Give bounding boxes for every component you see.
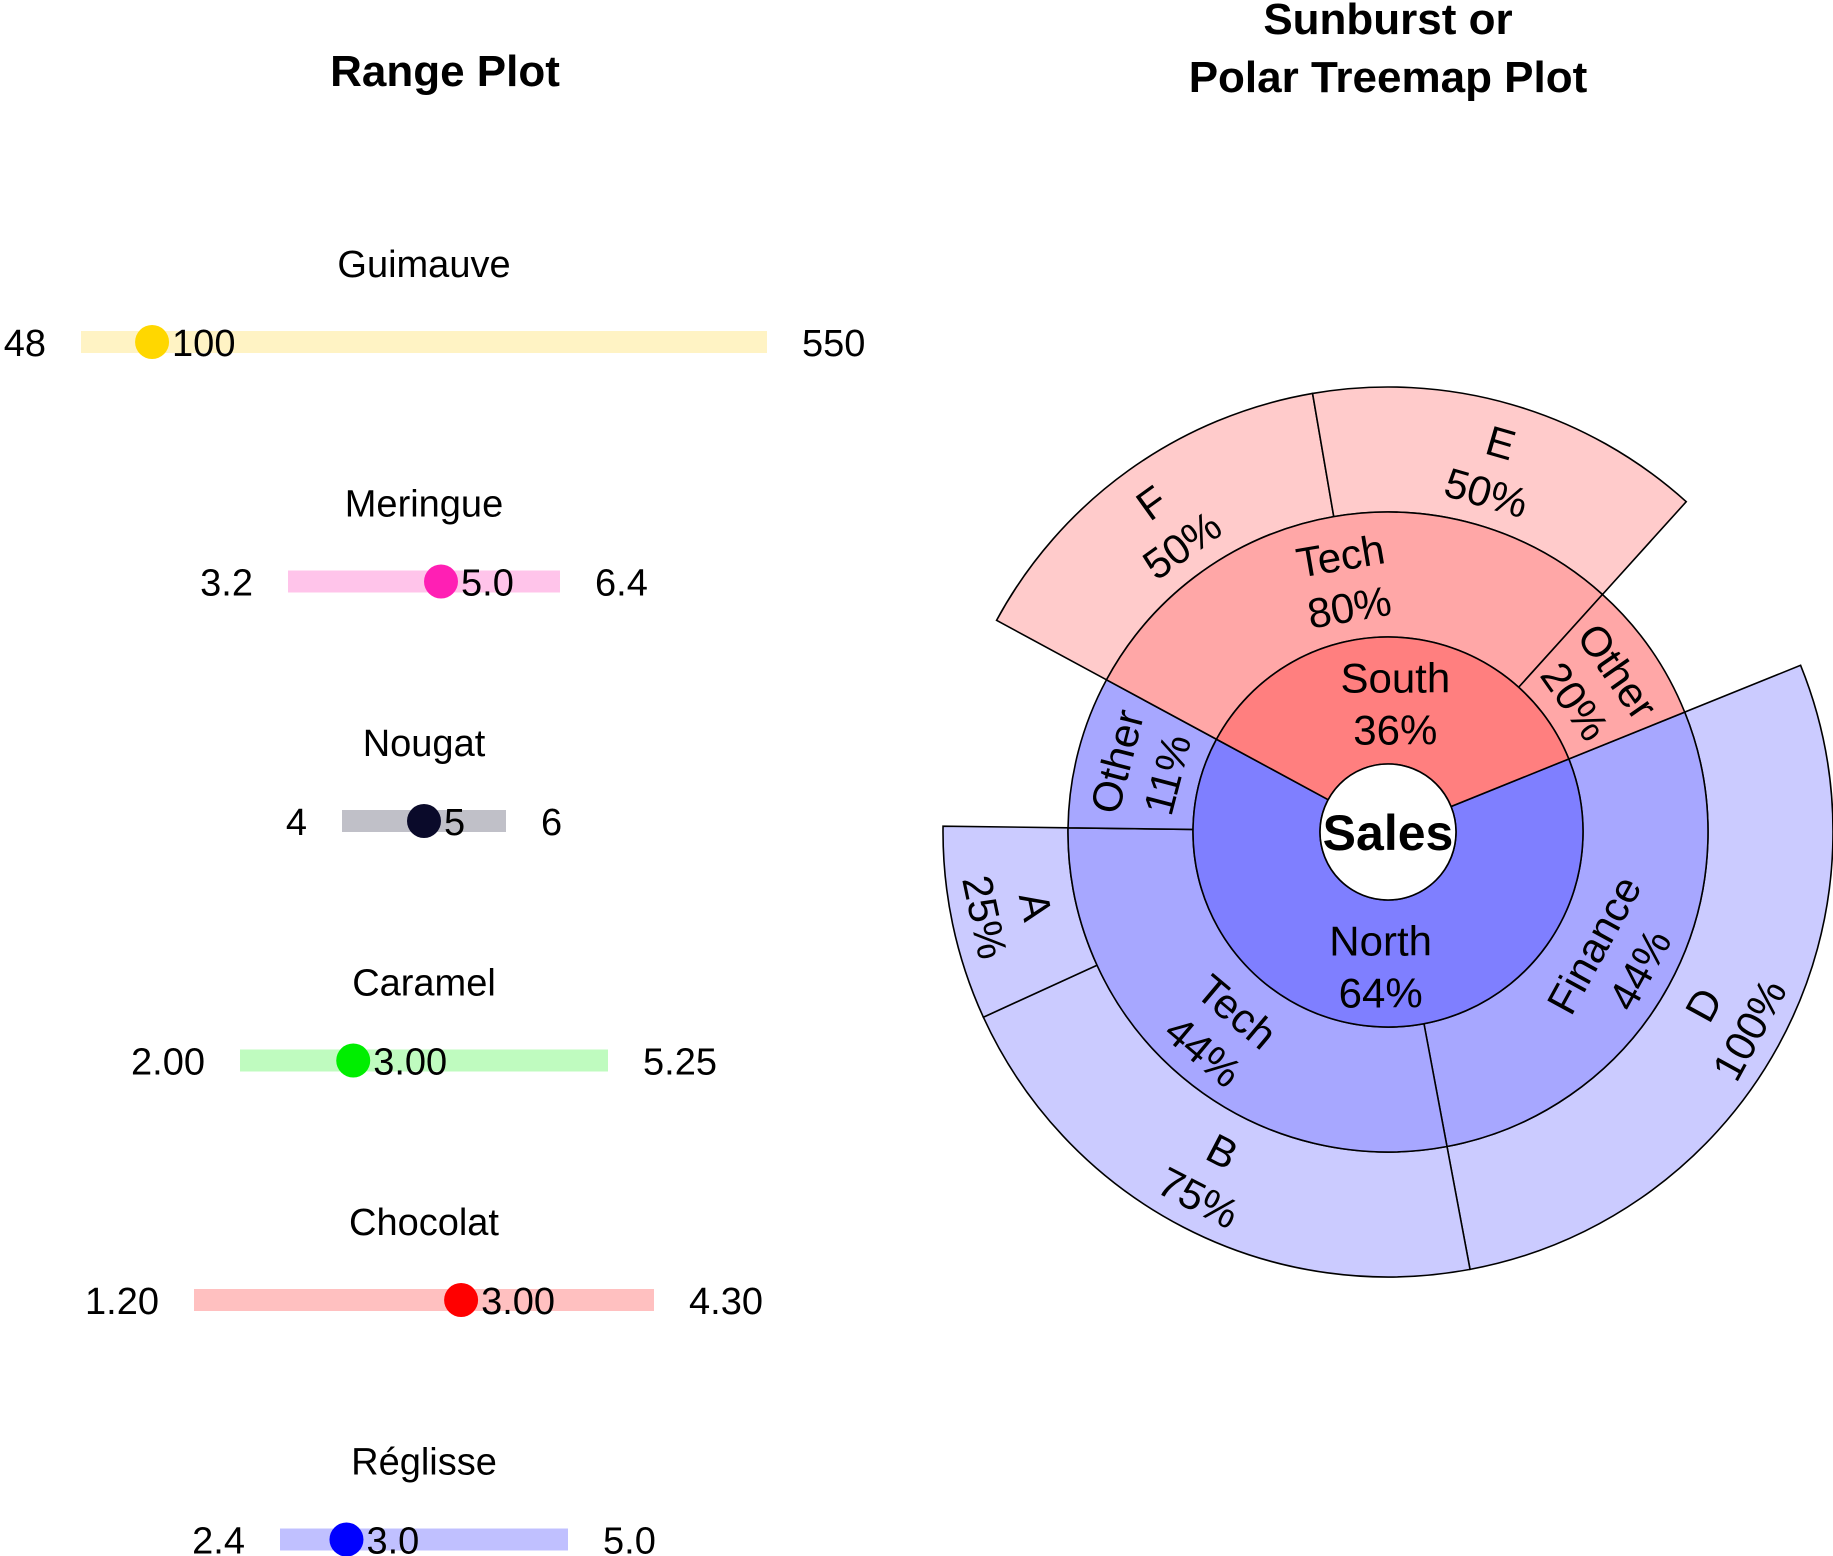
range-value-label: 100 — [172, 323, 235, 365]
range-max-label: 5.25 — [643, 1042, 717, 1084]
range-bar — [280, 1528, 568, 1551]
range-plot-title: Range Plot — [330, 47, 560, 96]
range-min-label: 2.00 — [131, 1042, 205, 1084]
inner-ring-pct: 64% — [1339, 969, 1423, 1016]
range-value-label: 5 — [444, 802, 465, 844]
range-max-label: 550 — [802, 323, 865, 365]
range-value-point — [424, 564, 458, 599]
sunburst-plot: Sunburst or Polar Treemap Plot D100%B75%… — [942, 0, 1833, 1278]
range-min-label: 48 — [4, 323, 46, 365]
range-value-label: 3.00 — [373, 1042, 447, 1084]
range-min-label: 2.4 — [192, 1521, 245, 1556]
range-bar — [240, 1049, 608, 1072]
inner-ring-label: North — [1329, 917, 1432, 964]
range-value-label: 3.00 — [481, 1281, 555, 1323]
sunburst-title-line-2: Polar Treemap Plot — [1189, 53, 1588, 102]
sunburst-center — [1319, 763, 1457, 901]
range-value-point — [444, 1283, 479, 1317]
range-min-label: 3.2 — [200, 563, 253, 605]
range-min-label: 4 — [286, 802, 307, 844]
range-value-point — [135, 325, 170, 359]
range-max-label: 6.4 — [595, 563, 648, 605]
range-bar — [81, 331, 767, 353]
inner-ring-pct: 36% — [1353, 707, 1437, 754]
range-value-point — [407, 804, 441, 838]
range-max-label: 5.0 — [603, 1521, 656, 1556]
inner-ring-label: South — [1340, 655, 1450, 702]
range-item-name: Caramel — [352, 963, 496, 1005]
sunburst-root-label: Sales — [1323, 805, 1454, 861]
range-value-label: 3.0 — [366, 1521, 419, 1556]
range-bar — [194, 1289, 654, 1311]
range-item-name: Réglisse — [351, 1442, 497, 1484]
sunburst-title-line-1: Sunburst or — [1263, 0, 1512, 44]
range-max-label: 4.30 — [689, 1281, 763, 1323]
range-value-label: 5.0 — [461, 563, 514, 605]
range-value-point — [329, 1522, 364, 1556]
range-plot: Range Plot Guimauve 48 550 100 Meringue 3.2 6.… — [4, 47, 865, 1556]
range-item-name: Chocolat — [349, 1202, 499, 1244]
range-item-name: Nougat — [363, 723, 486, 765]
range-max-label: 6 — [541, 802, 562, 844]
range-min-label: 1.20 — [85, 1281, 159, 1323]
range-item-name: Guimauve — [337, 244, 510, 286]
range-value-point — [336, 1043, 371, 1078]
range-item-name: Meringue — [345, 484, 503, 526]
